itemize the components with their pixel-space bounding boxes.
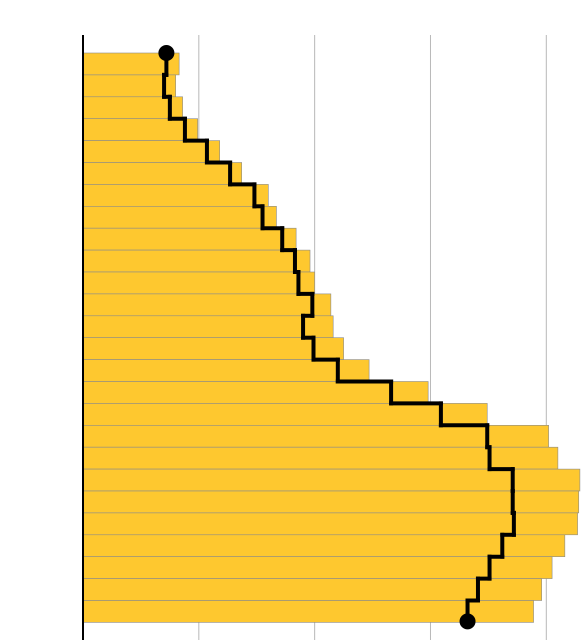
bar	[82, 206, 277, 229]
bar	[82, 381, 429, 404]
bar	[82, 512, 578, 536]
bar	[82, 578, 542, 601]
bar	[82, 271, 315, 295]
bar	[82, 227, 297, 251]
bar	[82, 403, 488, 426]
bar	[82, 140, 220, 163]
bar	[82, 468, 581, 492]
bar	[82, 337, 344, 360]
bar	[82, 162, 242, 185]
bar	[82, 490, 580, 514]
bar	[82, 315, 334, 338]
end-dot	[459, 613, 476, 630]
bar	[82, 293, 332, 317]
bar	[82, 359, 370, 382]
bar	[82, 424, 549, 448]
bar	[82, 118, 198, 141]
bar	[82, 556, 553, 579]
bar	[82, 446, 559, 470]
bar	[82, 534, 566, 557]
bar	[82, 74, 176, 98]
bar	[82, 184, 269, 207]
bar	[82, 96, 183, 120]
start-dot	[158, 45, 175, 61]
bar	[82, 249, 311, 273]
